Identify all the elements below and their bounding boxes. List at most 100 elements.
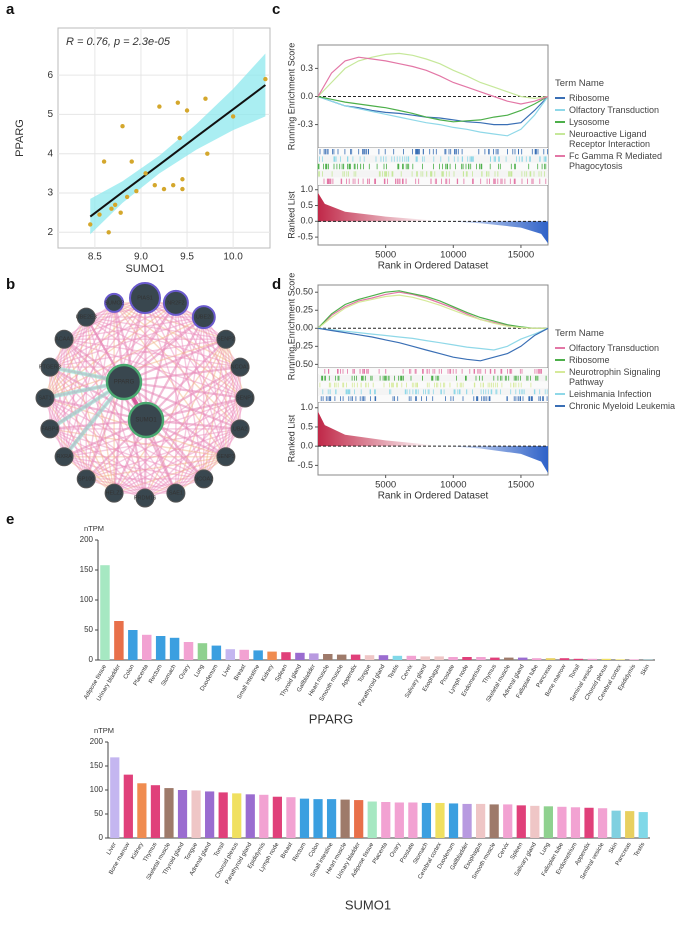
legend-swatch <box>555 359 565 361</box>
network-edge <box>63 339 87 480</box>
y-tick-label: 6 <box>47 70 53 81</box>
point <box>175 100 181 105</box>
network-edge <box>49 338 227 368</box>
network-node <box>104 292 125 313</box>
bar <box>272 796 282 838</box>
y-tick-label: -0.50 <box>292 359 313 369</box>
x-tick-label: 8.5 <box>88 252 102 263</box>
score-line <box>317 327 549 351</box>
x-tick-label: Breast <box>280 842 294 860</box>
legend-label: Ribosome <box>569 93 610 103</box>
gene-hit <box>318 171 545 177</box>
legend-label: Ribosome <box>569 355 610 365</box>
network-edge <box>49 302 177 368</box>
node-label: UBE2I <box>196 315 212 321</box>
node-label: SP100 <box>78 476 95 482</box>
network-edge <box>203 316 241 430</box>
legend-label: Olfactory Transduction <box>569 105 660 115</box>
point <box>180 177 185 182</box>
bar <box>611 810 621 838</box>
bar <box>218 792 228 838</box>
network-edge <box>63 339 115 494</box>
network-edge <box>49 428 227 458</box>
hub-node <box>127 401 165 439</box>
node-label: PTGER3 <box>39 365 61 371</box>
network-node <box>194 469 214 489</box>
legend: Term Name Olfactory Transduction Ribosome N… <box>555 328 680 413</box>
network-edge <box>203 316 227 457</box>
bar <box>516 805 526 838</box>
node-label: UBE2E3 <box>76 315 97 321</box>
y-tick-label: 0.50 <box>295 287 313 297</box>
bar <box>232 793 242 838</box>
network-edge <box>63 302 177 340</box>
bar <box>183 642 194 660</box>
network-edge <box>85 316 115 494</box>
x-tick-label: Lung <box>194 664 206 679</box>
network-edge <box>49 302 115 430</box>
fit-line <box>89 84 267 218</box>
network-edge <box>85 316 246 399</box>
point <box>203 96 208 101</box>
gene-hit <box>323 178 547 184</box>
bar <box>545 658 556 660</box>
network-edge <box>49 366 115 494</box>
gene-hit <box>321 375 547 381</box>
y-tick-label: 100 <box>90 785 104 794</box>
bar <box>378 655 389 660</box>
bar <box>559 658 570 660</box>
network-edge <box>203 316 246 399</box>
network-edge <box>225 366 241 457</box>
barcode-row <box>318 155 548 163</box>
x-axis-label: Rank in Ordered Dataset <box>378 261 489 272</box>
chart-title: PPARG <box>309 711 354 726</box>
network-node <box>191 305 216 330</box>
bar <box>364 655 375 660</box>
network-edge <box>175 366 241 494</box>
legend-item: Neurotrophin Signaling Pathway <box>555 367 680 387</box>
node-label: NR2F2 <box>167 300 184 306</box>
legend-item: Fc Gamma R Mediated Phagocytosis <box>555 151 680 171</box>
legend-label: Neuroactive Ligand Receptor Interaction <box>569 129 651 149</box>
y-tick-label: 0.5 <box>300 421 313 431</box>
network-edge <box>63 338 241 368</box>
network-edge <box>203 339 227 480</box>
score-line <box>317 294 548 329</box>
network-edge <box>63 456 204 480</box>
bar <box>584 807 594 838</box>
network-edge <box>113 302 204 318</box>
plot-panel <box>57 27 271 249</box>
network-edge <box>49 366 147 421</box>
network-edge <box>144 428 241 499</box>
score-line <box>317 52 549 100</box>
node-label: PPARG <box>114 380 135 386</box>
gene-hit <box>319 149 548 155</box>
network-edge <box>49 366 205 480</box>
network-edge <box>49 428 177 494</box>
y-tick-label: 50 <box>84 625 93 634</box>
bar <box>570 807 581 838</box>
x-tick-label: 5000 <box>375 250 396 261</box>
bar <box>638 812 648 838</box>
legend-label: Leishmania Infection <box>569 389 652 399</box>
node-label: FABP4 <box>41 426 58 432</box>
x-tick-label: Liver <box>222 664 234 678</box>
point <box>263 76 268 82</box>
network-node <box>40 419 60 439</box>
y-tick-label: 0 <box>99 833 104 842</box>
bar <box>128 630 138 660</box>
legend-item: Leishmania Infection <box>555 389 680 399</box>
score-line <box>317 95 549 137</box>
y-tick-label: 0.0 <box>300 91 313 101</box>
network-edge <box>144 297 246 399</box>
network-edge <box>86 456 227 480</box>
score-line <box>317 56 549 105</box>
panel-label: e <box>6 511 14 528</box>
network-node <box>76 307 96 327</box>
network-node <box>166 483 186 503</box>
node-label: RXRA <box>56 454 72 460</box>
network-node <box>54 329 74 349</box>
x-axis-label: SUMO1 <box>125 263 164 275</box>
network-edge <box>63 302 115 457</box>
